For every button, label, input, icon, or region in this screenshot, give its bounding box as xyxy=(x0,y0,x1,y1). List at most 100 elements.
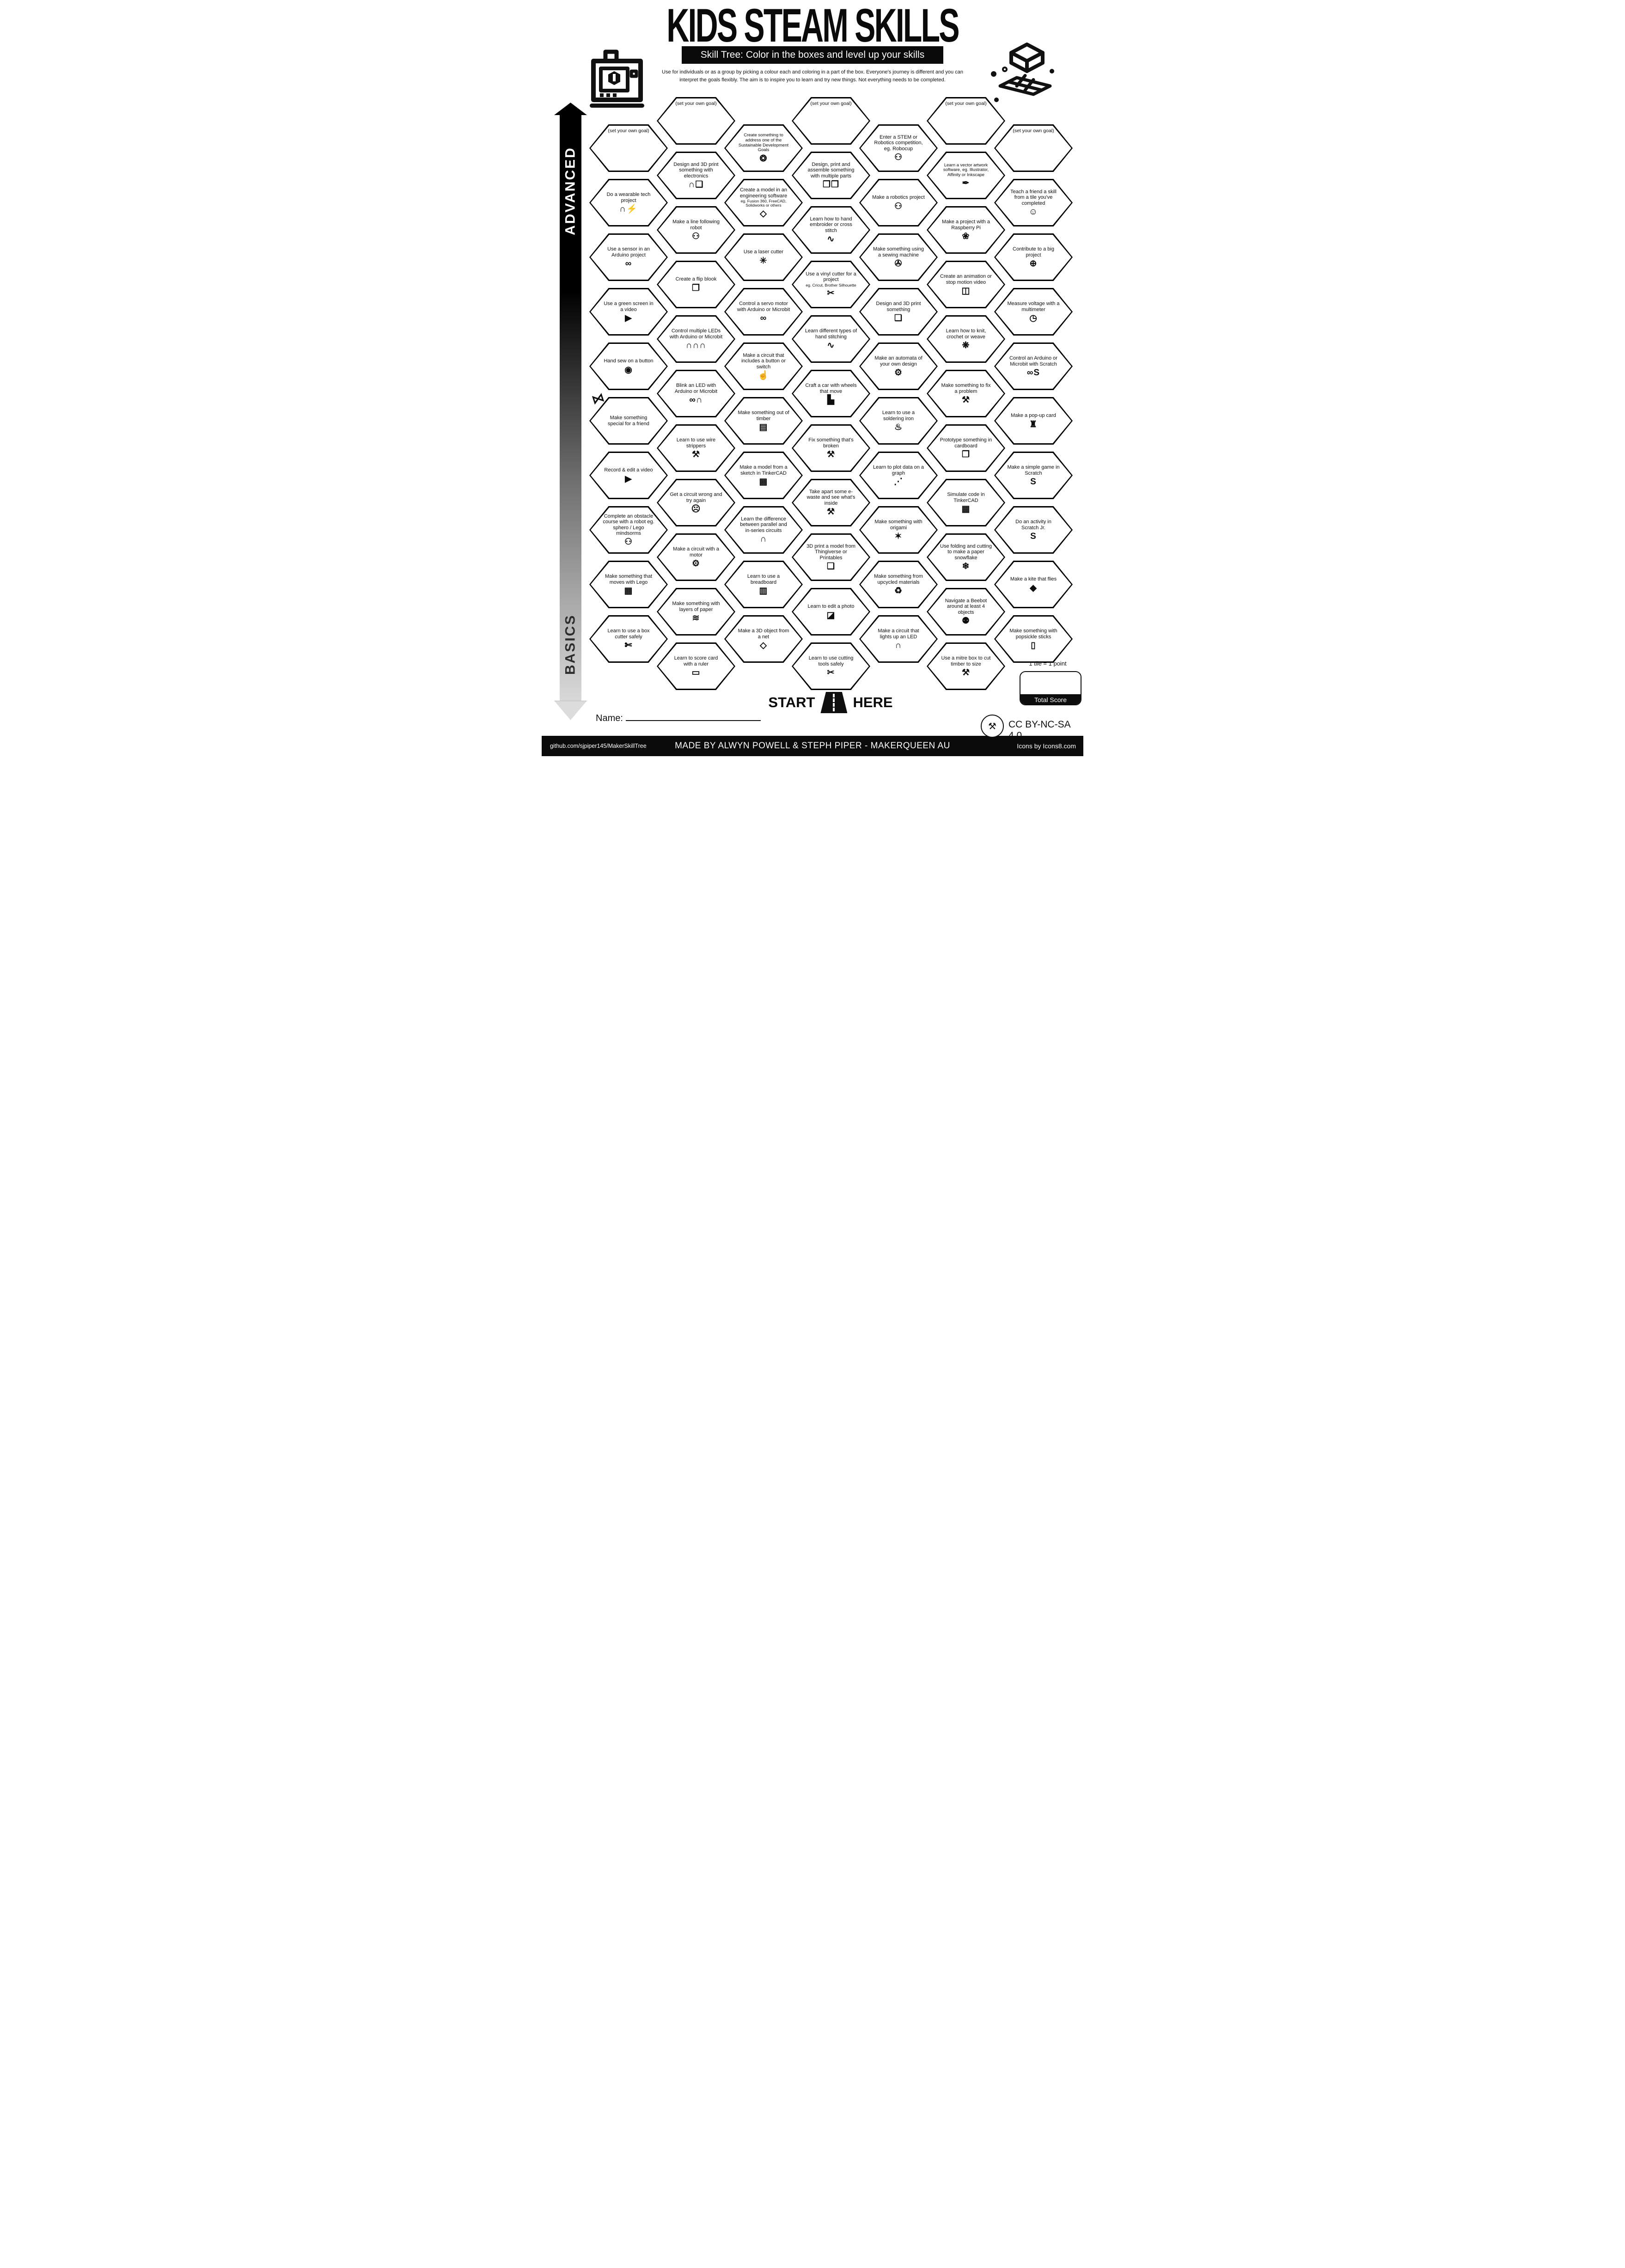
hex-tile[interactable]: Make something to fix a problem ⚒ xyxy=(927,370,1005,417)
hex-tile[interactable]: Make something with popsickle sticks ▯ xyxy=(994,615,1073,663)
hex-tile[interactable]: Learn how to knit, crochet or weave ❋ xyxy=(927,315,1005,363)
hex-tile[interactable]: Make a robotics project ⚇ xyxy=(859,179,938,226)
hex-tile-label: Make a model from a sketch in TinkerCAD xyxy=(739,465,788,476)
hex-tile[interactable]: Learn to score card with a ruler ▭ xyxy=(657,642,735,690)
hex-tile[interactable]: Create an animation or stop motion video… xyxy=(927,261,1005,308)
hex-tile[interactable]: Make something out of timber ▤ xyxy=(724,397,803,445)
hex-tile[interactable]: (set your own goal) xyxy=(657,97,735,145)
video-play-icon: ▶ xyxy=(625,313,632,323)
hex-tile[interactable]: 3D print a model from Thingiverse or Pri… xyxy=(792,533,870,581)
hex-tile[interactable]: Make something using a sewing machine ✇ xyxy=(859,233,938,281)
hex-tile[interactable]: Use a laser cutter ✳ xyxy=(724,233,803,281)
hex-tile[interactable]: Contribute to a big project ⊕ xyxy=(994,233,1073,281)
footer-repo-link[interactable]: github.com/sjpiper145/MakerSkillTree xyxy=(550,743,647,749)
kite-icon: ◆ xyxy=(1030,583,1037,593)
hex-tile[interactable]: Make a line following robot ⚇ xyxy=(657,206,735,254)
hex-tile[interactable]: Make a circuit with a motor ⚙ xyxy=(657,533,735,581)
hex-tile[interactable]: Design and 3D print something with elect… xyxy=(657,152,735,199)
snowflake-icon: ❄ xyxy=(962,561,970,571)
name-input-line[interactable] xyxy=(625,712,761,721)
hex-tile[interactable]: Learn to use a box cutter safely ✄ xyxy=(589,615,668,663)
multimeter-icon: ◷ xyxy=(1029,313,1038,323)
hex-tile[interactable]: Do an activity in Scratch Jr. S xyxy=(994,506,1073,554)
vinyl-cutter-icon: ✂ xyxy=(827,288,835,298)
hex-tile[interactable]: Learn to use wire strippers ⚒ xyxy=(657,424,735,472)
hex-tile[interactable]: Learn to plot data on a graph ⋰ xyxy=(859,452,938,499)
hex-tile[interactable]: Prototype something in cardboard ❒ xyxy=(927,424,1005,472)
hex-tile[interactable]: Make something that moves with Lego ▦ xyxy=(589,561,668,608)
hex-tile-face: Use a laser cutter ✳ xyxy=(726,235,801,280)
hex-tile[interactable]: Design and 3D print something ❏ xyxy=(859,288,938,336)
hex-tile[interactable]: (set your own goal) xyxy=(927,97,1005,145)
hex-tile[interactable]: Control an Arduino or Microbit with Scra… xyxy=(994,342,1073,390)
hex-tile[interactable]: (set your own goal) xyxy=(589,124,668,172)
hex-tile-label: (set your own goal) xyxy=(810,101,852,106)
hex-tile[interactable]: Make a circuit that includes a button or… xyxy=(724,342,803,390)
hex-tile[interactable]: Learn how to hand embroider or cross sti… xyxy=(792,206,870,254)
hex-tile[interactable]: Blink an LED with Arduino or Microbit ∞∩ xyxy=(657,370,735,417)
led-printer-icon: ∩❏ xyxy=(688,179,704,190)
poster: KIDS STEAM SKILLS Skill Tree: Color in t… xyxy=(542,0,1083,756)
hex-tile[interactable]: Fix something that's broken ⚒ xyxy=(792,424,870,472)
hex-tile[interactable]: ⋈ Make something special for a friend xyxy=(589,390,668,445)
hex-tile[interactable]: Craft a car with wheels that move ▙ xyxy=(792,370,870,417)
hex-tile[interactable]: Control multiple LEDs with Arduino or Mi… xyxy=(657,315,735,363)
footer-icons-credit[interactable]: Icons by Icons8.com xyxy=(1017,742,1076,750)
start-word: START xyxy=(768,694,815,710)
hex-tile[interactable]: Control a servo motor with Arduino or Mi… xyxy=(724,288,803,336)
hex-tile[interactable]: Create a flip blook ❐ xyxy=(657,261,735,308)
hex-tile[interactable]: Teach a friend a skill from a tile you'v… xyxy=(994,179,1073,226)
hex-tile[interactable]: Record & edit a video ▶ xyxy=(589,452,668,499)
hex-tile[interactable]: Use folding and cutting to make a paper … xyxy=(927,533,1005,581)
hex-tile[interactable]: Learn to use a soldering iron ♨ xyxy=(859,397,938,445)
hex-tile[interactable]: Get a circuit wrong and try again ☹ xyxy=(657,479,735,526)
hex-tile[interactable]: Make a project with a Raspberry Pi ❀ xyxy=(927,206,1005,254)
hex-tile[interactable]: Complete an obstacle course with a robot… xyxy=(589,506,668,554)
hex-tile[interactable]: Learn to edit a photo ◪ xyxy=(792,588,870,636)
pop-up-card-icon: ♜ xyxy=(1029,419,1038,429)
hex-tile[interactable]: Make something with origami ✶ xyxy=(859,506,938,554)
hex-tile[interactable]: Make something from upcycled materials ♻ xyxy=(859,561,938,608)
hex-tile[interactable]: Navigate a Beebot around at least 4 obje… xyxy=(927,588,1005,636)
hex-tile[interactable]: (set your own goal) xyxy=(994,124,1073,172)
hex-tile[interactable]: Measure voltage with a multimeter ◷ xyxy=(994,288,1073,336)
hex-tile[interactable]: Learn different types of hand stitching ∿ xyxy=(792,315,870,363)
hex-tile[interactable]: Make something with layers of paper ≋ xyxy=(657,588,735,636)
hex-tile[interactable]: Learn to use a breadboard ▥ xyxy=(724,561,803,608)
hex-tile-label: Complete an obstacle course with a robot… xyxy=(603,513,654,536)
hex-tile[interactable]: Make a model from a sketch in TinkerCAD ▦ xyxy=(724,452,803,499)
hex-tile[interactable]: Learn to use cutting tools safely ✂ xyxy=(792,642,870,690)
hex-tile[interactable]: Design, print and assemble something wit… xyxy=(792,152,870,199)
score-write-area[interactable] xyxy=(1020,672,1081,694)
hex-tile[interactable]: Create a model in an engineering softwar… xyxy=(724,179,803,226)
hex-tile[interactable]: Use a vinyl cutter for a project eg. Cric… xyxy=(792,261,870,308)
hex-tile-face: Create a flip blook ❐ xyxy=(658,262,734,307)
hex-tile[interactable]: Make a simple game in Scratch S xyxy=(994,452,1073,499)
hex-tile[interactable]: Enter a STEM or Robotics competition, eg… xyxy=(859,124,938,172)
hex-tile-label: Make something to fix a problem xyxy=(941,383,991,394)
hex-tile[interactable]: (set your own goal) xyxy=(792,97,870,145)
hex-tile[interactable]: Hand sew on a button ◉ xyxy=(589,342,668,390)
hex-tile[interactable]: Create something to address one of the S… xyxy=(724,124,803,172)
hex-tile[interactable]: Make a pop-up card ♜ xyxy=(994,397,1073,445)
hex-tile[interactable]: Make a kite that flies ◆ xyxy=(994,561,1073,608)
hex-tile[interactable]: Learn a vector artwork software, eg. Ill… xyxy=(927,152,1005,199)
hex-tile-label: Use a laser cutter xyxy=(743,249,784,255)
hex-tile[interactable]: Make a 3D object from a net ◇ xyxy=(724,615,803,663)
hex-tile[interactable]: Make an automata of your own design ⚙ xyxy=(859,342,938,390)
hex-tile-label: Enter a STEM or Robotics competition, eg… xyxy=(874,134,923,152)
hex-tile[interactable]: Simulate code in TinkerCAD ▦ xyxy=(927,479,1005,526)
hex-tile-label: Learn a vector artwork software, eg. Ill… xyxy=(943,162,989,177)
subtitle-text: Skill Tree: Color in the boxes and level… xyxy=(700,49,925,60)
raspberry-icon: ❀ xyxy=(962,231,970,241)
hex-tile[interactable]: Use a mitre box to cut timber to size ⚒ xyxy=(927,642,1005,690)
hex-tile[interactable]: Use a green screen in a video ▶ xyxy=(589,288,668,336)
hex-tile-label: Hand sew on a button xyxy=(604,358,654,364)
hex-tile[interactable]: Learn the difference between parallel an… xyxy=(724,506,803,554)
hex-tile-label: Learn how to hand embroider or cross sti… xyxy=(810,216,852,233)
hex-tile[interactable]: Make a circuit that lights up an LED ∩ xyxy=(859,615,938,663)
hex-tile-face: Use a mitre box to cut timber to size ⚒ xyxy=(928,644,1004,689)
hex-tile[interactable]: Use a sensor in an Arduino project ∞ xyxy=(589,233,668,281)
hex-tile[interactable]: Take apart some e-waste and see what's i… xyxy=(792,479,870,526)
hex-tile[interactable]: Do a wearable tech project ∩⚡ xyxy=(589,179,668,226)
